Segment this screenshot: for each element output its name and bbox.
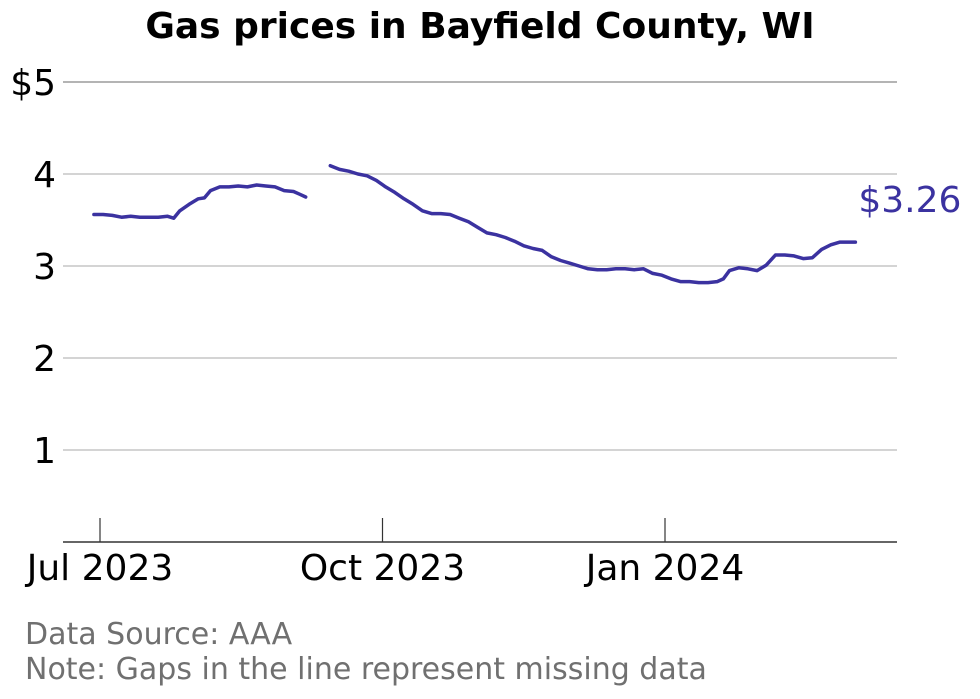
data-source-note: Data Source: AAA <box>25 617 293 652</box>
y-axis-ticks: 1 2 3 4 $5 <box>10 63 56 472</box>
latest-price-label: $3.26 <box>858 180 961 221</box>
price-line-segment-2 <box>328 163 858 285</box>
missing-data-note: Note: Gaps in the line represent missing… <box>25 652 707 687</box>
price-line-segment-1 <box>92 183 308 220</box>
x-tick-label: Jul 2023 <box>25 548 174 589</box>
y-tick-label: 3 <box>33 247 56 288</box>
x-tick-label: Jan 2024 <box>584 548 745 589</box>
y-tick-label: 2 <box>33 339 56 380</box>
chart-title: Gas prices in Bayfield County, WI <box>145 6 814 47</box>
x-tick-label: Oct 2023 <box>300 548 465 589</box>
chart: Gas prices in Bayfield County, WI 1 2 3 4 $5… <box>10 6 961 589</box>
y-tick-label: $5 <box>10 63 56 104</box>
y-tick-label: 1 <box>33 431 56 472</box>
price-series <box>92 163 858 285</box>
y-tick-label: 4 <box>33 155 56 196</box>
grid <box>63 81 897 451</box>
x-axis-ticks: Jul 2023 Oct 2023 Jan 2024 <box>25 518 745 589</box>
